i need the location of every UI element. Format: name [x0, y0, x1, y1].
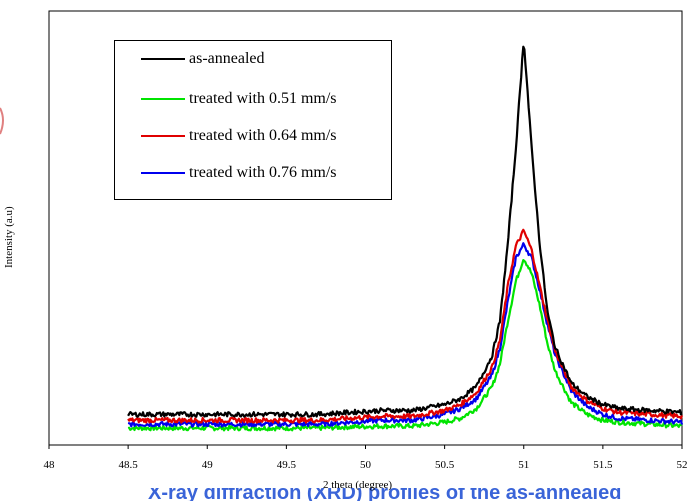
x-tick-label: 51.5 [593, 459, 613, 471]
caption-strip: X-ray diffraction (XRD) profiles of the … [0, 488, 692, 501]
legend-label: treated with 0.76 mm/s [189, 164, 337, 181]
legend-swatch [141, 172, 185, 174]
legend-swatch [141, 98, 185, 100]
legend-item-as-annealed: as-annealed [141, 49, 265, 69]
x-tick-label: 52 [677, 459, 688, 471]
legend-item-0-64: treated with 0.64 mm/s [141, 126, 337, 146]
x-tick-label: 50.5 [435, 459, 455, 471]
legend-item-0-76: treated with 0.76 mm/s [141, 163, 337, 183]
figure-caption: X-ray diffraction (XRD) profiles of the … [148, 488, 622, 501]
legend-item-0-51: treated with 0.51 mm/s [141, 89, 337, 109]
edge-mark [0, 106, 8, 136]
x-tick-label: 51 [518, 459, 529, 471]
series-line-3 [127, 242, 684, 428]
legend-swatch [141, 135, 185, 137]
legend-swatch [141, 58, 185, 60]
y-axis-label: Intensity (a.u) [3, 206, 15, 268]
series-line-2 [127, 228, 684, 424]
x-tick-label: 48.5 [119, 459, 139, 471]
legend-label: treated with 0.51 mm/s [189, 90, 337, 107]
legend-label: as-annealed [189, 50, 265, 67]
x-tick-label: 50 [360, 459, 372, 471]
legend: as-annealed treated with 0.51 mm/s treat… [114, 40, 392, 200]
series-line-1 [127, 259, 683, 432]
x-tick-label: 49 [202, 459, 214, 471]
x-axis-label: 2 theta (degree) [323, 479, 393, 491]
series-line-0 [127, 45, 683, 418]
x-tick-label: 48 [44, 459, 56, 471]
legend-label: treated with 0.64 mm/s [189, 127, 337, 144]
x-tick-labels: 48 48.5 49 49.5 50 50.5 51 51.5 52 [44, 445, 688, 471]
series-lines [127, 45, 684, 432]
x-tick-label: 49.5 [277, 459, 297, 471]
